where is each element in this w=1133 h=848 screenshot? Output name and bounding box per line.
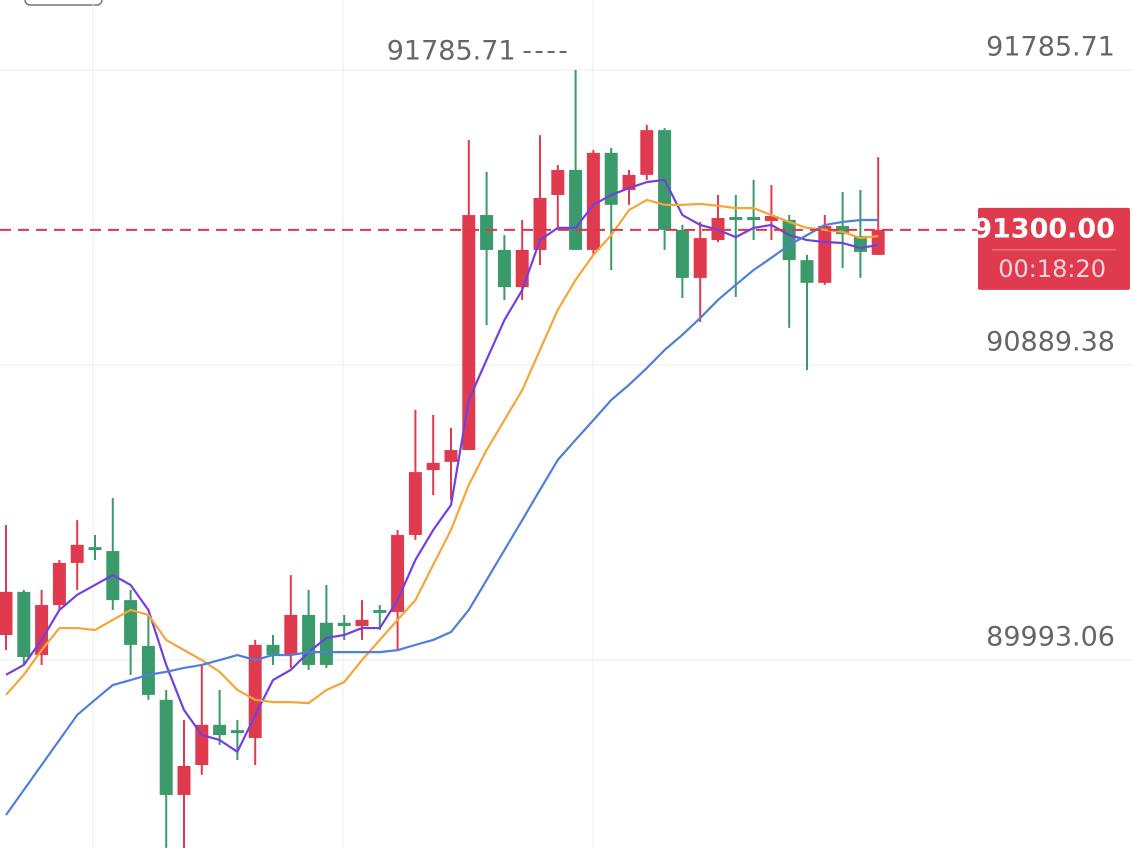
ma-line xyxy=(5,178,879,753)
candle-body xyxy=(551,169,565,195)
candle-body xyxy=(248,644,262,739)
y-tick-label: 89993.06 xyxy=(986,621,1115,652)
candle-body xyxy=(640,130,654,175)
candle-body xyxy=(462,215,476,451)
candle-body xyxy=(17,591,31,658)
candle-body xyxy=(675,229,689,278)
candle-body xyxy=(569,169,583,250)
countdown: 00:18:20 xyxy=(998,255,1106,283)
plot xyxy=(0,69,885,848)
candle-body xyxy=(497,249,511,288)
candle-body xyxy=(124,600,138,645)
toolbar-button[interactable] xyxy=(24,0,103,6)
candle-body xyxy=(408,472,422,535)
current-price-label: 91300.00 xyxy=(973,213,1115,244)
candle-body xyxy=(88,547,102,551)
candle-body xyxy=(355,619,369,627)
candle-body xyxy=(141,645,155,695)
candle-body xyxy=(480,215,494,250)
high-label: 91785.71 xyxy=(387,35,516,66)
candle-body xyxy=(444,450,458,462)
candle-body xyxy=(426,462,440,471)
candle-body xyxy=(800,260,814,283)
candle-body xyxy=(159,699,173,795)
candle-body xyxy=(230,730,244,734)
candle-body xyxy=(515,249,529,288)
candle-body xyxy=(586,152,600,250)
candle-body xyxy=(604,152,618,205)
candle-body xyxy=(266,644,280,656)
candle-body xyxy=(836,225,850,235)
candle-body xyxy=(52,562,66,606)
candle-body xyxy=(70,544,84,563)
candle-body xyxy=(693,238,707,278)
candle-body xyxy=(818,225,832,283)
candle-body xyxy=(373,609,387,613)
ma-line xyxy=(5,198,879,705)
candle-body xyxy=(319,622,333,665)
candle-body xyxy=(871,229,885,255)
candle-body xyxy=(764,216,778,221)
grid xyxy=(0,69,1133,661)
candle-body xyxy=(0,591,13,635)
candle-body xyxy=(729,217,743,220)
candle-body xyxy=(284,614,298,656)
candle-body xyxy=(213,724,227,736)
y-tick-label: 90889.38 xyxy=(986,326,1115,357)
ma-line xyxy=(5,218,879,816)
candle-body xyxy=(782,219,796,261)
candle-body xyxy=(195,724,209,765)
overlay: 91785.71 90889.38 89993.06 91785.71 91300.00… xyxy=(0,31,1130,652)
price-box xyxy=(978,207,1130,290)
candle-body xyxy=(177,765,191,795)
candle-body xyxy=(747,217,761,220)
y-tick-label: 91785.71 xyxy=(986,31,1115,62)
candle-body xyxy=(35,605,49,656)
candle-body xyxy=(337,622,351,627)
